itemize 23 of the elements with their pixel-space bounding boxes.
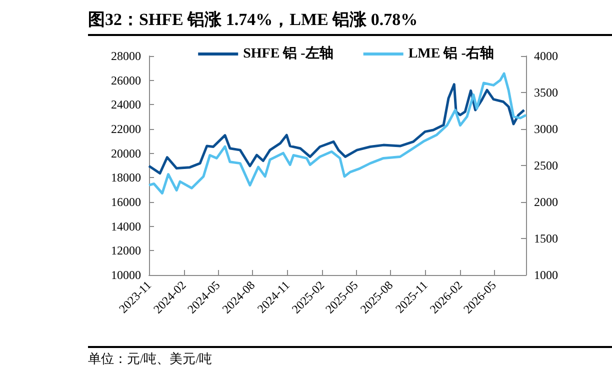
y-tick-label: 24000 (111, 98, 141, 112)
chart-title: 图32：SHFE 铝涨 1.74%，LME 铝涨 0.78% (88, 8, 612, 36)
y-tick-label: 16000 (111, 195, 141, 209)
y-tick-label: 22000 (111, 122, 141, 136)
y2-tick-label: 4000 (534, 49, 558, 63)
y2-tick-label: 3000 (534, 122, 558, 136)
y-tick-label: 14000 (111, 219, 141, 234)
y-tick-label: 10000 (111, 268, 141, 282)
y2-tick-label: 3500 (534, 86, 558, 100)
y-tick-label: 18000 (111, 170, 141, 185)
legend-label: LME 铝 -右轴 (408, 46, 494, 62)
y-tick-label: 12000 (111, 244, 141, 258)
text: 单位：元/吨、美元/吨 (88, 346, 612, 368)
y-tick-label: 28000 (111, 49, 141, 63)
y2-tick-label: 2000 (534, 195, 558, 209)
line-series (148, 72, 528, 194)
legend-label: SHFE 铝 -左轴 (243, 46, 334, 62)
y2-tick-label: 2500 (534, 158, 558, 172)
y-tick-label: 20000 (111, 146, 141, 160)
y2-tick-label: 1000 (534, 268, 558, 282)
y-tick-label: 26000 (111, 73, 141, 88)
line-series (148, 83, 526, 175)
y2-tick-label: 1500 (534, 232, 558, 246)
